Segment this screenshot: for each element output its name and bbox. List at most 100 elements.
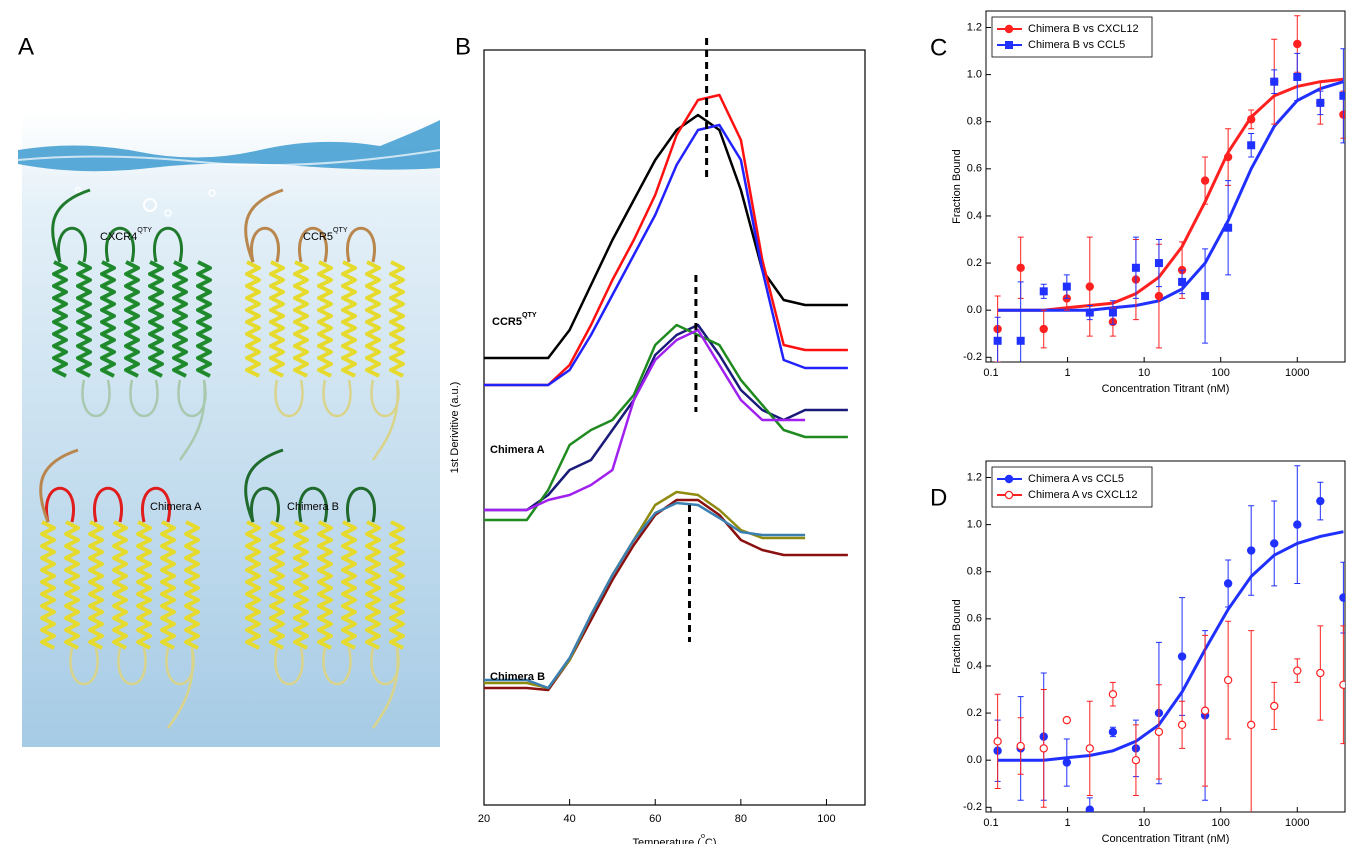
x-tick-label: 40: [563, 813, 575, 825]
x-tick-label: 100: [817, 813, 835, 825]
fit-curve: [997, 530, 1344, 762]
bubble: [143, 198, 157, 212]
marker: [1270, 701, 1279, 711]
y-axis-label: Fraction Bound: [951, 149, 963, 224]
marker: [1246, 546, 1256, 555]
helix: [365, 520, 381, 650]
n-terminus: [39, 448, 79, 523]
extracellular-loop: [57, 226, 87, 263]
y-tick-label: 0.2: [967, 257, 982, 269]
y-tick-label: 0.0: [967, 754, 982, 766]
intracellular-loop: [81, 379, 111, 418]
fit-curve: [997, 77, 1344, 312]
helix: [64, 520, 80, 650]
marker: [1201, 292, 1210, 301]
marker: [1062, 758, 1072, 767]
marker: [1223, 579, 1233, 588]
extracellular-loop: [250, 486, 280, 523]
extracellular-loop: [141, 486, 171, 523]
helix: [40, 520, 56, 650]
marker: [1247, 141, 1256, 150]
group-label: Chimera B: [490, 671, 545, 683]
x-tick-label: 0.1: [983, 367, 998, 379]
extracellular-loop: [346, 486, 376, 523]
superscript: QTY: [522, 311, 537, 319]
helix: [245, 520, 261, 650]
marker: [1062, 282, 1071, 291]
extracellular-loop: [153, 226, 183, 263]
intracellular-loop: [129, 379, 159, 418]
marker: [1039, 287, 1048, 296]
x-tick-label: 1: [1065, 817, 1071, 829]
helix: [341, 520, 357, 650]
superscript: QTY: [333, 226, 348, 234]
extracellular-loop: [250, 226, 280, 263]
text-part: CCR5: [492, 316, 522, 328]
helix: [341, 260, 357, 378]
helix: [293, 260, 309, 378]
marker: [1316, 668, 1325, 678]
marker: [1223, 152, 1233, 162]
marker: [1224, 223, 1233, 232]
helix: [293, 520, 309, 650]
marker: [1039, 324, 1048, 334]
legend-box: [991, 466, 1153, 508]
superscript: QTY: [137, 226, 152, 234]
text-part: CCR5: [303, 231, 333, 243]
marker: [1223, 675, 1233, 685]
panel-label: A: [18, 33, 34, 60]
panel-label: C: [930, 34, 947, 61]
c-terminus: [178, 379, 206, 461]
legend-marker: [1005, 41, 1013, 49]
plot-area: [993, 465, 1345, 812]
helix: [389, 260, 405, 378]
bubble: [164, 209, 172, 217]
legend-box: [991, 16, 1153, 58]
curve: [484, 323, 848, 522]
marker: [1085, 308, 1094, 317]
y-tick-label: 0.8: [967, 116, 982, 128]
helix: [76, 260, 92, 378]
marker: [1316, 98, 1325, 107]
marker: [1200, 706, 1210, 715]
curve: [484, 93, 848, 387]
curve: [484, 123, 848, 387]
marker: [1154, 259, 1163, 268]
y-tick-label: -0.2: [963, 801, 982, 813]
helix: [196, 260, 212, 378]
marker: [1016, 336, 1025, 345]
x-axis-label: Concentration Titrant (nM): [1102, 383, 1230, 395]
marker: [1131, 755, 1141, 765]
y-tick-label: 0.6: [967, 613, 982, 625]
superscript: o: [701, 832, 705, 840]
marker: [1016, 263, 1025, 272]
helix: [317, 260, 333, 378]
y-tick-label: 0.4: [967, 660, 982, 672]
marker: [1293, 72, 1302, 81]
x-tick-label: 1000: [1285, 817, 1309, 829]
plot-frame: [985, 10, 1346, 363]
x-tick-label: 60: [649, 813, 661, 825]
marker: [1246, 115, 1256, 124]
helix: [317, 520, 333, 650]
marker: [993, 737, 1002, 746]
helix: [269, 520, 285, 650]
x-tick-label: 10: [1138, 367, 1150, 379]
marker: [1154, 727, 1164, 737]
n-terminus: [244, 448, 284, 523]
protein-label: Chimera A: [150, 501, 202, 513]
helix: [389, 520, 405, 650]
panel-label: B: [455, 33, 471, 60]
marker: [1316, 496, 1325, 506]
helix: [269, 260, 285, 378]
x-tick-label: 1: [1065, 367, 1071, 379]
intracellular-loop: [322, 379, 352, 418]
text-part: Chimera A: [150, 501, 202, 513]
helix: [100, 260, 116, 378]
x-tick-label: 1000: [1285, 367, 1309, 379]
intracellular-loop: [274, 379, 304, 418]
helix: [124, 260, 140, 378]
extracellular-loop: [298, 226, 328, 263]
y-tick-label: 0.6: [967, 163, 982, 175]
panel-label: D: [930, 484, 947, 511]
